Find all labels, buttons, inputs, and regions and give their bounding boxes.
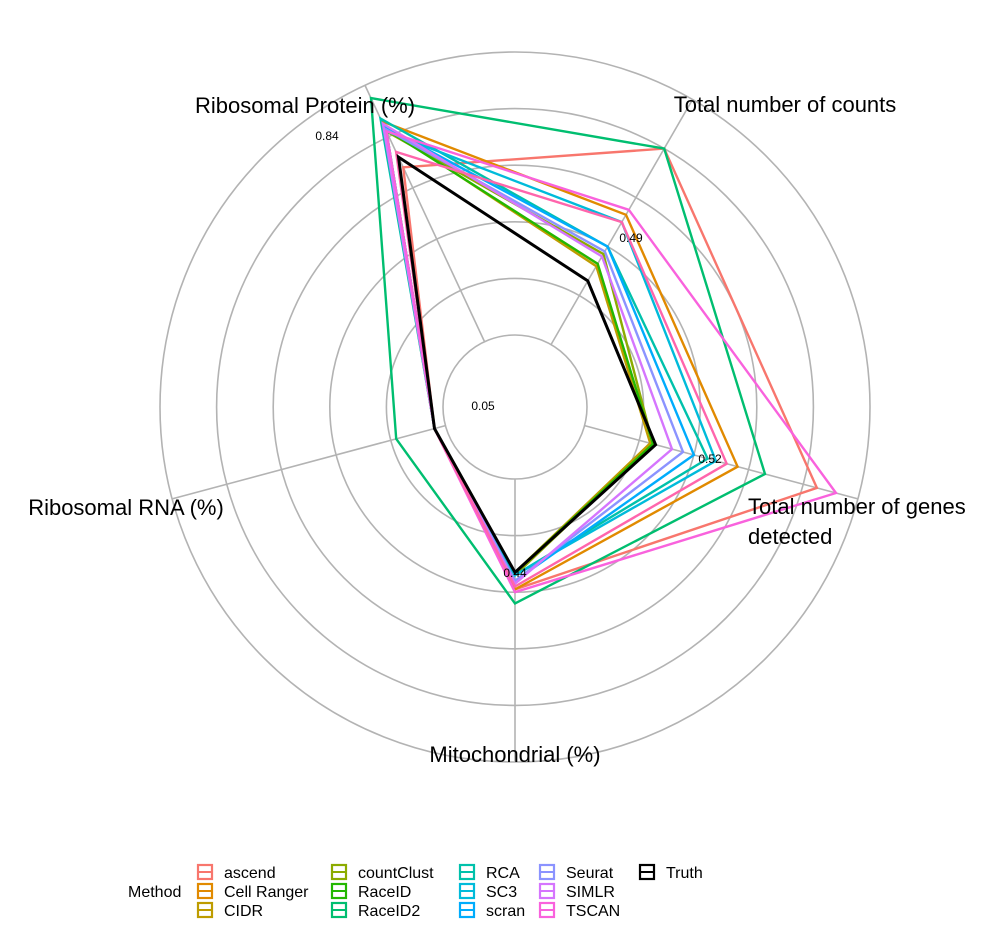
legend-label: SC3 (486, 884, 517, 901)
axis-max-label-1: 0.49 (619, 231, 643, 245)
legend-entry: SIMLR (538, 882, 615, 901)
legend-label: countClust (358, 865, 434, 882)
legend-entry: TSCAN (538, 901, 620, 920)
axis-labels: Ribosomal Protein (%) Total number of cou… (28, 92, 966, 767)
legend-label: SIMLR (566, 884, 615, 901)
axis-label-line: Total number of genes (748, 494, 966, 519)
axis-label-line: Ribosomal Protein (%) (195, 93, 415, 118)
axis-spokes (171, 84, 859, 762)
axis-label-0: Ribosomal Protein (%) (195, 93, 415, 118)
legend-entry: SC3 (458, 882, 517, 901)
legend-entry: RaceID2 (330, 901, 420, 920)
legend-label: scran (486, 903, 525, 920)
axis-max-label-3: 0.44 (503, 566, 527, 580)
series-polygon-5 (369, 96, 767, 606)
legend-entry: scran (458, 901, 525, 920)
legend-entry: Cell Ranger (196, 882, 309, 901)
legend-entry: countClust (330, 863, 434, 882)
series-polygon-13 (396, 154, 658, 575)
legend-label: TSCAN (566, 903, 620, 920)
axis-label-line: Ribosomal RNA (%) (28, 495, 224, 520)
grid-ring (442, 334, 588, 480)
legend-label: CIDR (224, 903, 263, 920)
series-polygon-8 (382, 124, 696, 583)
legend-entry: ascend (196, 863, 276, 882)
axis-label-line: detected (748, 524, 832, 549)
axis-label-2: Total number of genes detected (748, 494, 966, 549)
legend-label: Cell Ranger (224, 884, 309, 901)
legend-entry: Seurat (538, 863, 614, 882)
axis-max-label-4: 0.05 (471, 399, 495, 413)
series-polygon-6 (378, 116, 710, 577)
axis-label-line: Total number of counts (674, 92, 897, 117)
axis-label-3: Mitochondrial (%) (429, 742, 600, 767)
legend-entry: Truth (638, 863, 703, 882)
axis-label-line: Mitochondrial (%) (429, 742, 600, 767)
axis-label-1: Total number of counts (674, 92, 897, 117)
legend-label: RaceID2 (358, 903, 420, 920)
legend-entry: CIDR (196, 901, 263, 920)
legend-entry: RaceID (330, 882, 411, 901)
legend-label: Truth (666, 865, 703, 882)
axis-spoke (171, 424, 446, 500)
series-polygons (369, 96, 838, 606)
axis-max-label-2: 0.52 (698, 452, 722, 466)
axis-max-label-0: 0.84 (315, 129, 339, 143)
axis-spoke (584, 424, 859, 500)
legend-label: RaceID (358, 884, 411, 901)
legend-title: Method (128, 884, 181, 901)
legend-label: RCA (486, 865, 520, 882)
legend-label: ascend (224, 865, 276, 882)
legend-entry: RCA (458, 863, 520, 882)
legend-label: Seurat (566, 865, 614, 882)
axis-label-4: Ribosomal RNA (%) (28, 495, 224, 520)
series-polygon-12 (394, 150, 729, 589)
axis-max-labels: 0.84 0.49 0.52 0.44 0.05 (315, 129, 722, 580)
legend: Method ascend Cell Ranger CIDR countClust Rac… (128, 863, 703, 920)
